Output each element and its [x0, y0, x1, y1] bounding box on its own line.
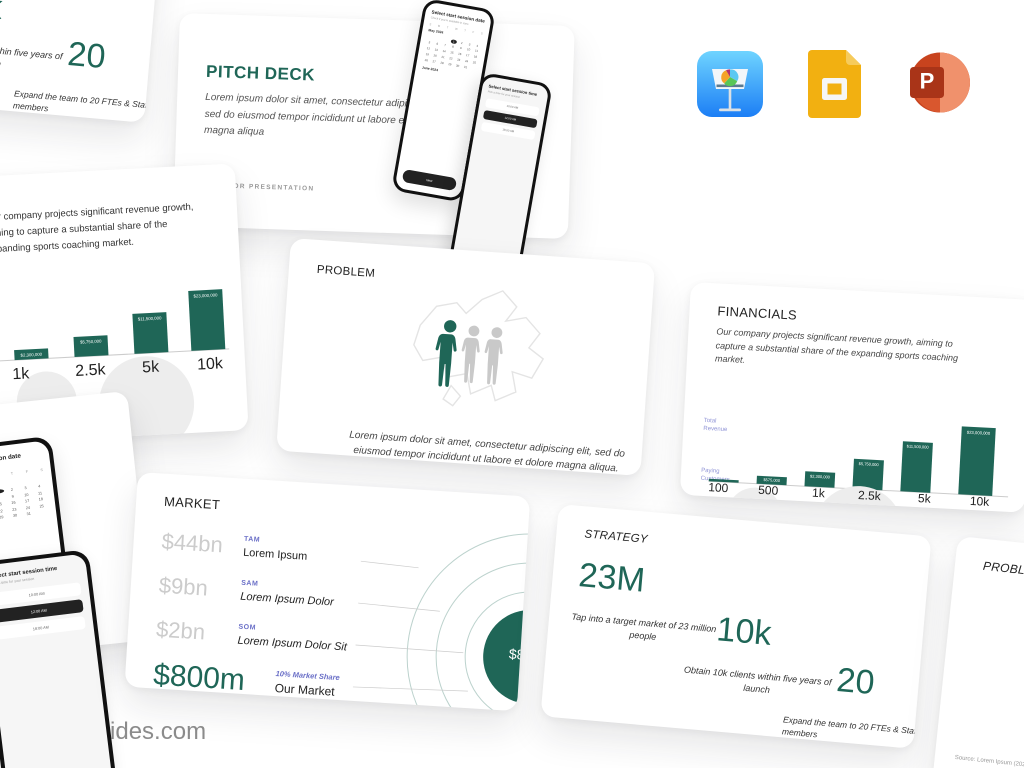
- svg-text:$5,750,000: $5,750,000: [859, 461, 880, 467]
- svg-text:$575,000: $575,000: [763, 477, 781, 483]
- svg-text:P: P: [920, 69, 935, 94]
- svg-text:$800m: $800m: [508, 646, 530, 665]
- svg-text:$2,300,000: $2,300,000: [810, 473, 831, 479]
